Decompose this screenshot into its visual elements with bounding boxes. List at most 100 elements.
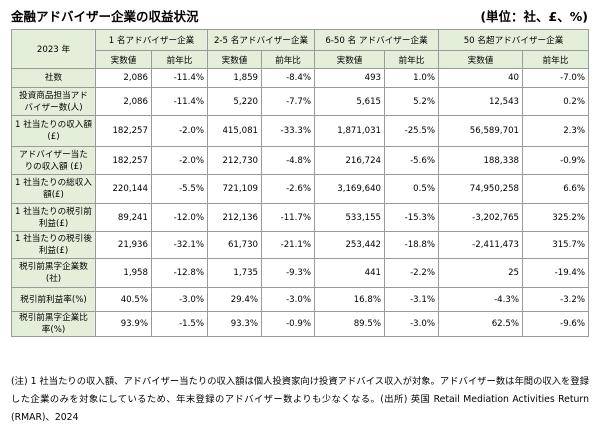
cell-actual: 493 xyxy=(314,68,386,88)
row-label: 投資商品担当アドバイザー数(人) xyxy=(11,87,96,116)
cell-actual: 253,442 xyxy=(314,231,386,259)
cell-prev: -4.8% xyxy=(261,146,316,175)
row-label: 税引前黒字企業比率(%) xyxy=(11,311,96,337)
cell-prev: -8.4% xyxy=(261,68,316,88)
group-header-2-5: 2-5 名アドバイザー企業 xyxy=(207,29,316,51)
row-label: 税引前黒字企業数(社) xyxy=(11,258,96,288)
cell-actual: 2,086 xyxy=(95,87,152,116)
cell-actual: 25 xyxy=(438,258,524,288)
table-row: 税引前黒字企業数(社) 1,958 -12.8% 1,735 -9.3% 441 -2.2%… xyxy=(11,258,590,288)
row-label: 社数 xyxy=(11,68,96,88)
cell-prev: 6.6% xyxy=(522,174,590,204)
cell-prev: -2.0% xyxy=(150,146,209,175)
cell-actual: 1,735 xyxy=(207,258,263,288)
cell-actual: 1,871,031 xyxy=(314,115,386,147)
cell-actual: 1,958 xyxy=(95,258,152,288)
footnote: (注) 1 社当たりの収入額、アドバイザー当たりの収入額は個人投資家向け投資アド… xyxy=(11,376,589,423)
cell-prev: -0.9% xyxy=(261,311,316,337)
cell-prev: 0.2% xyxy=(522,87,590,116)
sub-header-actual: 実数値 xyxy=(438,50,524,69)
cell-actual: 29.4% xyxy=(207,287,263,312)
page-header: 金融アドバイザー企業の収益状況 (単位：社、£、%) xyxy=(11,6,588,24)
cell-prev: -5.6% xyxy=(384,146,440,175)
cell-actual: 5,220 xyxy=(207,87,263,116)
sub-header-prev: 前年比 xyxy=(261,50,316,69)
cell-prev: -1.5% xyxy=(150,311,209,337)
cell-actual: 89,241 xyxy=(95,203,152,232)
group-header-1: 1 名アドバイザー企業 xyxy=(94,29,209,51)
cell-actual: 16.8% xyxy=(314,287,386,312)
table-row: 税引前黒字企業比率(%) 93.9% -1.5% 93.3% -0.9% 89.5% -3.… xyxy=(11,311,590,337)
table-row: 税引前利益率(%) 40.5% -3.0% 29.4% -3.0% 16.8% -3.1% -… xyxy=(11,287,590,312)
cell-actual: 1,859 xyxy=(207,68,263,88)
cell-prev: -19.4% xyxy=(522,258,590,288)
table-row: 1 社当たりの収入額(£) 182,257 -2.0% 415,081 -33.3% 1,… xyxy=(11,115,590,147)
sub-header-actual: 実数値 xyxy=(314,50,386,69)
cell-actual: 12,543 xyxy=(438,87,524,116)
cell-prev: -33.3% xyxy=(261,115,316,147)
cell-actual: 93.9% xyxy=(95,311,152,337)
cell-actual: 188,338 xyxy=(438,146,524,175)
table-row: 1 社当たりの税引前利益(£) 89,241 -12.0% 212,136 -11.7%… xyxy=(11,203,590,232)
cell-prev: -15.3% xyxy=(384,203,440,232)
year-header: 2023 年 xyxy=(11,29,96,69)
cell-prev: 2.3% xyxy=(522,115,590,147)
cell-prev: -21.1% xyxy=(261,231,316,259)
cell-prev: -3.2% xyxy=(522,287,590,312)
unit-label: (単位：社、£、%) xyxy=(480,9,588,24)
page-title: 金融アドバイザー企業の収益状況 xyxy=(11,9,199,24)
header-row-groups: 2023 年 1 名アドバイザー企業 2-5 名アドバイザー企業 6-50 名 … xyxy=(11,29,590,69)
cell-actual: 93.3% xyxy=(207,311,263,337)
revenue-table: 2023 年 1 名アドバイザー企業 2-5 名アドバイザー企業 6-50 名 … xyxy=(11,29,590,337)
table-row: 1 社当たりの税引後利益(£) 21,936 -32.1% 61,730 -21.1% 2… xyxy=(11,231,590,259)
cell-prev: -11.7% xyxy=(261,203,316,232)
sub-header-actual: 実数値 xyxy=(207,50,263,69)
cell-actual: 3,169,640 xyxy=(314,174,386,204)
cell-actual: -2,411,473 xyxy=(438,231,524,259)
row-label: 税引前利益率(%) xyxy=(11,287,96,312)
cell-actual: 21,936 xyxy=(95,231,152,259)
header-row-sub: 実数値 前年比 実数値 前年比 実数値 前年比 実数値 前年比 xyxy=(12,50,590,69)
cell-actual: 533,155 xyxy=(314,203,386,232)
cell-actual: 216,724 xyxy=(314,146,386,175)
sub-header-prev: 前年比 xyxy=(522,50,590,69)
sub-header-prev: 前年比 xyxy=(150,50,209,69)
cell-prev: -25.5% xyxy=(384,115,440,147)
cell-prev: 325.2% xyxy=(522,203,590,232)
cell-actual: 182,257 xyxy=(95,146,152,175)
cell-prev: -11.4% xyxy=(150,68,209,88)
cell-prev: -7.0% xyxy=(522,68,590,88)
cell-prev: -3.0% xyxy=(384,311,440,337)
sub-header-actual: 実数値 xyxy=(95,50,152,69)
group-header-6-50: 6-50 名 アドバイザー企業 xyxy=(314,29,440,51)
cell-prev: 5.2% xyxy=(384,87,440,116)
cell-actual: 182,257 xyxy=(95,115,152,147)
table-row: 社数 2,086 -11.4% 1,859 -8.4% 493 1.0% 40 -7.0% xyxy=(11,68,590,88)
cell-actual: 61,730 xyxy=(207,231,263,259)
cell-prev: -9.3% xyxy=(261,258,316,288)
cell-actual: 415,081 xyxy=(207,115,263,147)
cell-prev: -3.0% xyxy=(150,287,209,312)
cell-prev: -18.8% xyxy=(384,231,440,259)
cell-actual: -3,202,765 xyxy=(438,203,524,232)
cell-prev: -32.1% xyxy=(150,231,209,259)
cell-prev: -3.1% xyxy=(384,287,440,312)
cell-prev: -2.2% xyxy=(384,258,440,288)
cell-prev: 1.0% xyxy=(384,68,440,88)
cell-actual: -4.3% xyxy=(438,287,524,312)
row-label: 1 社当たりの総収入額(£) xyxy=(11,174,96,204)
cell-actual: 74,950,258 xyxy=(438,174,524,204)
cell-prev: 0.5% xyxy=(384,174,440,204)
cell-actual: 441 xyxy=(314,258,386,288)
cell-prev: -2.0% xyxy=(150,115,209,147)
cell-actual: 56,589,701 xyxy=(438,115,524,147)
cell-actual: 40 xyxy=(438,68,524,88)
cell-actual: 212,730 xyxy=(207,146,263,175)
cell-prev: -12.8% xyxy=(150,258,209,288)
row-label: 1 社当たりの税引前利益(£) xyxy=(11,203,96,232)
cell-actual: 89.5% xyxy=(314,311,386,337)
cell-actual: 40.5% xyxy=(95,287,152,312)
cell-prev: -5.5% xyxy=(150,174,209,204)
cell-prev: -9.6% xyxy=(522,311,590,337)
cell-actual: 62.5% xyxy=(438,311,524,337)
